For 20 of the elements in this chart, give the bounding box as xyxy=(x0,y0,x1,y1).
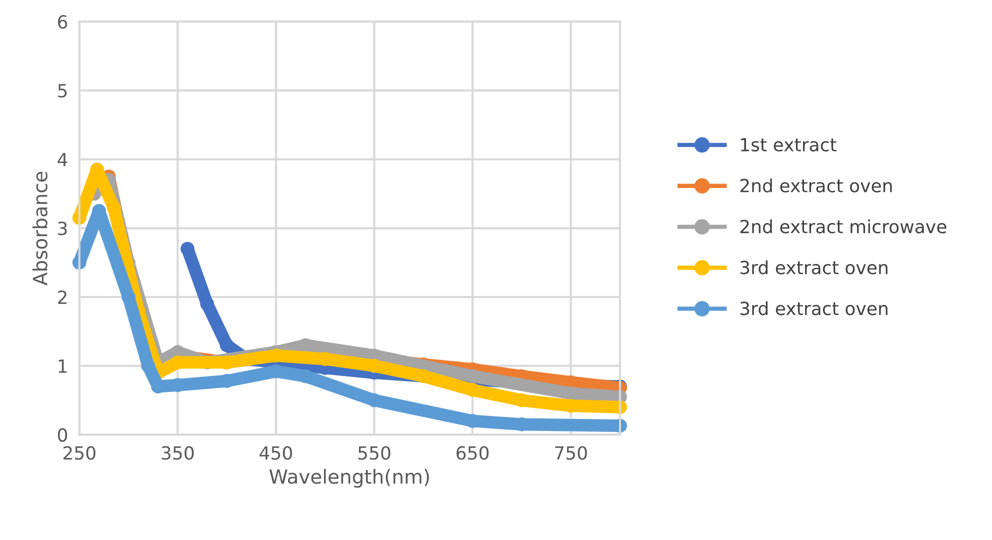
legend-label: 2nd extract oven xyxy=(740,178,892,192)
y-tick-label: 0 xyxy=(58,428,68,442)
x-tick-label: 550 xyxy=(358,446,390,460)
y-tick-label: 4 xyxy=(58,152,68,166)
legend-label: 3rd extract oven xyxy=(740,260,888,274)
y-tick-label: 3 xyxy=(58,222,67,236)
legend-label: 1st extract xyxy=(741,138,836,152)
x-tick-label: 450 xyxy=(260,446,292,460)
legend-label: 2nd extract microwave xyxy=(740,219,946,234)
x-tick-label: 350 xyxy=(162,446,194,460)
y-axis-title: Absorbance xyxy=(32,172,48,286)
x-tick-label: 750 xyxy=(555,446,587,460)
y-tick-label: 2 xyxy=(58,290,66,304)
y-tick-label: 1 xyxy=(58,360,67,373)
x-tick-label: 250 xyxy=(63,446,96,460)
legend-label: 3rd extract oven xyxy=(740,301,888,316)
y-tick-label: 6 xyxy=(58,15,68,29)
x-axis-title: Wavelength(nm) xyxy=(269,468,429,488)
y-tick-label: 5 xyxy=(58,84,67,98)
x-tick-label: 650 xyxy=(456,446,489,460)
